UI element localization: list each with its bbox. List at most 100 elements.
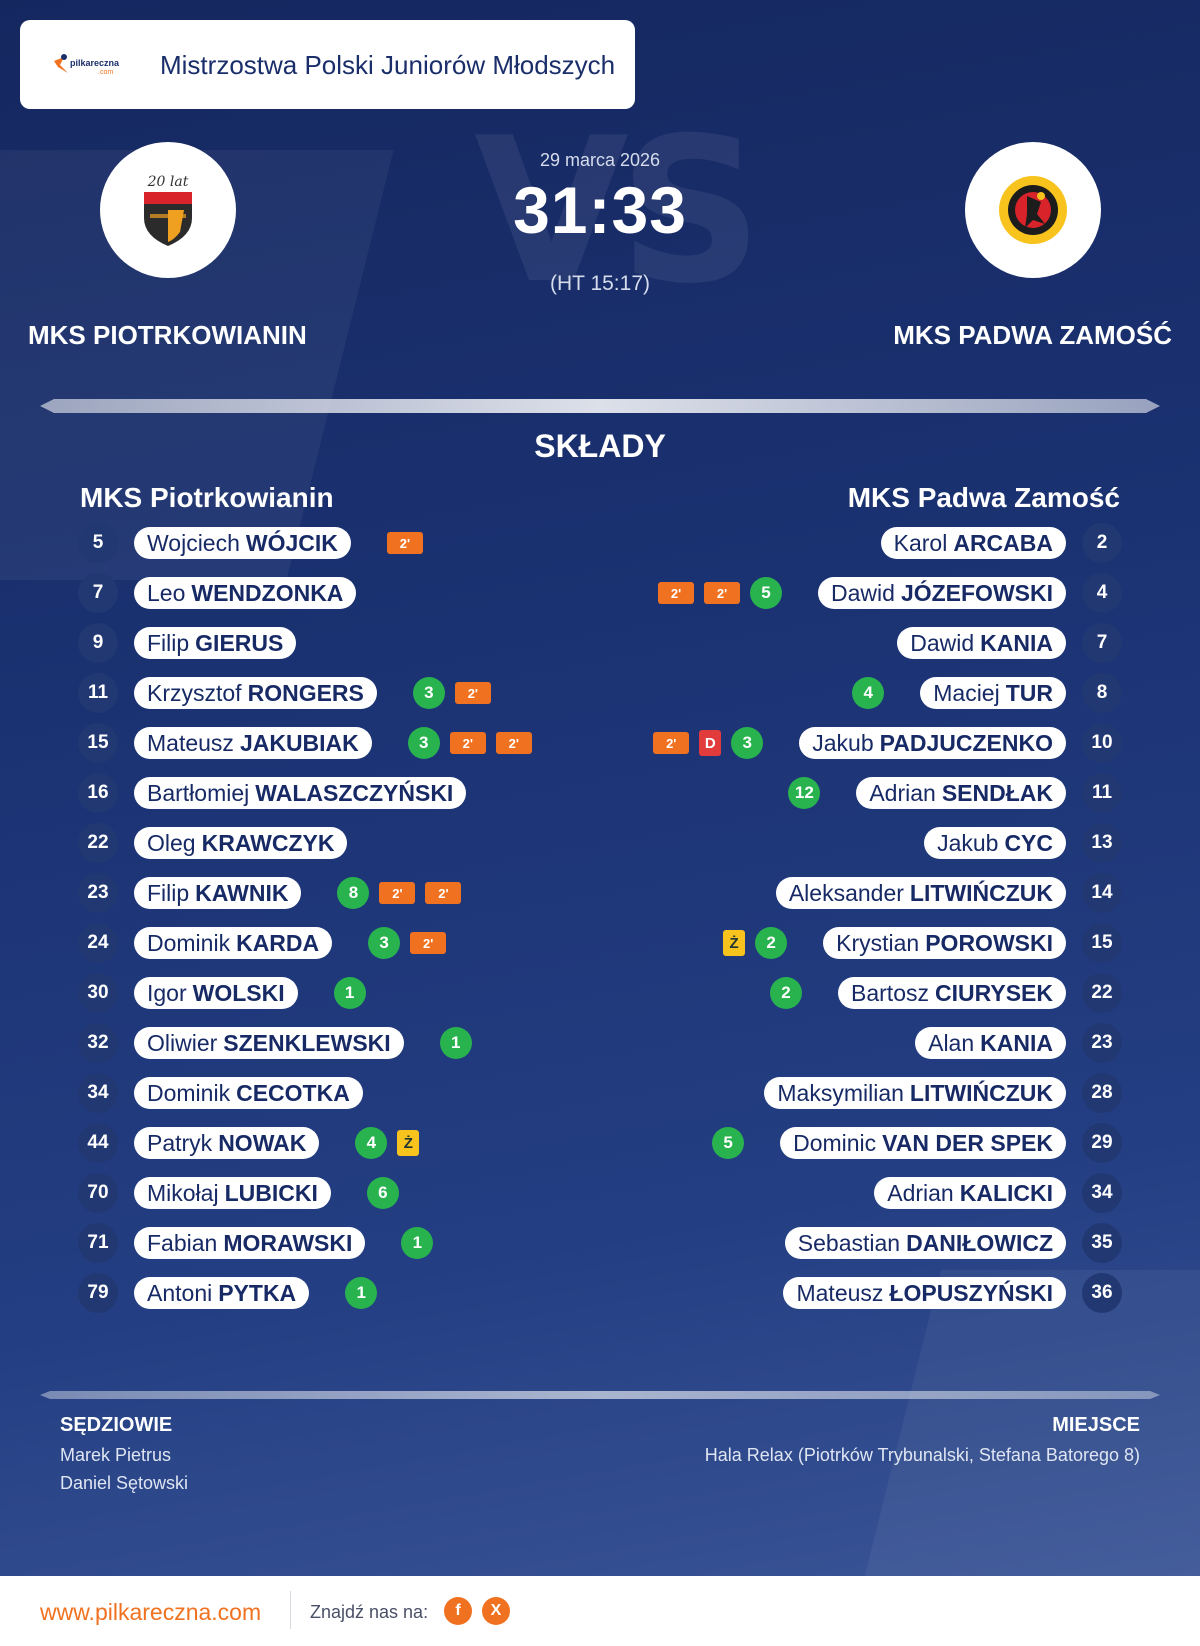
player-first-name: Alan xyxy=(928,1029,975,1056)
suspension-badge: 2' xyxy=(658,582,695,604)
player-number: 10 xyxy=(1082,723,1122,763)
website-link[interactable]: www.pilkareczna.com xyxy=(40,1599,262,1625)
player-number: 16 xyxy=(78,773,118,813)
player-first-name: Krystian xyxy=(836,929,920,956)
yellow-card-badge: Ż xyxy=(397,1130,420,1156)
player-number: 22 xyxy=(78,823,118,863)
competition-title: Mistrzostwa Polski Juniorów Młodszych xyxy=(160,50,616,80)
player-number: 30 xyxy=(78,973,118,1013)
player-first-name: Maksymilian xyxy=(777,1079,904,1106)
player-name[interactable]: Krystian POROWSKI xyxy=(823,927,1066,959)
player-name[interactable]: Mateusz ŁOPUSZYŃSKI xyxy=(783,1277,1066,1309)
player-row: 36 Mateusz ŁOPUSZYŃSKI xyxy=(757,1273,1122,1313)
player-name[interactable]: Jakub PADJUCZENKO xyxy=(799,727,1066,759)
player-first-name: Patryk xyxy=(147,1129,213,1156)
goals-badge: 1 xyxy=(345,1277,378,1309)
venue-text: Hala Relax (Piotrków Trybunalski, Stefan… xyxy=(704,1445,1140,1465)
player-name[interactable]: Igor WOLSKI xyxy=(134,977,298,1009)
player-number: 15 xyxy=(78,723,118,763)
player-number: 71 xyxy=(78,1223,118,1263)
suspension-badge: 2' xyxy=(386,532,423,554)
player-name[interactable]: Adrian KALICKI xyxy=(874,1177,1066,1209)
player-name[interactable]: Karol ARCABA xyxy=(880,527,1066,559)
home-team-logo: 20 lat xyxy=(100,142,236,278)
match-score: 31:33 xyxy=(513,173,687,247)
player-number: 15 xyxy=(1082,923,1122,963)
player-row: 15 Krystian POROWSKI 2 Ż xyxy=(723,923,1122,963)
player-first-name: Adrian xyxy=(887,1179,954,1206)
home-squad-title: MKS Piotrkowianin xyxy=(80,482,334,513)
disqualification-badge: D xyxy=(699,730,722,756)
player-last-name: KAWNIK xyxy=(195,879,289,906)
player-row: 9 Filip GIERUS xyxy=(78,623,322,663)
player-row: 7 Leo WENDZONKA xyxy=(78,573,382,613)
player-name[interactable]: Oliwier SZENKLEWSKI xyxy=(134,1027,404,1059)
player-row: 2 Karol ARCABA xyxy=(855,523,1122,563)
player-first-name: Maciej xyxy=(933,679,1000,706)
player-name[interactable]: Maksymilian LITWIŃCZUK xyxy=(764,1077,1066,1109)
player-last-name: WÓJCIK xyxy=(245,529,338,556)
player-name[interactable]: Filip KAWNIK xyxy=(134,877,302,909)
player-name[interactable]: Filip GIERUS xyxy=(134,627,297,659)
player-name[interactable]: Jakub CYC xyxy=(924,827,1066,859)
player-first-name: Aleksander xyxy=(788,879,904,906)
player-row: 30 Igor WOLSKI 1 xyxy=(78,973,366,1013)
player-name[interactable]: Dominik CECOTKA xyxy=(134,1077,363,1109)
pilkareczna-logo-icon[interactable]: pilkareczna .com xyxy=(50,51,144,77)
vs-watermark: VS xyxy=(474,95,763,328)
player-row: 71 Fabian MORAWSKI 1 xyxy=(78,1223,434,1263)
suspension-badge: 2' xyxy=(379,882,416,904)
player-name[interactable]: Fabian MORAWSKI xyxy=(134,1227,366,1259)
player-first-name: Sebastian xyxy=(797,1229,901,1256)
player-name[interactable]: Antoni PYTKA xyxy=(134,1277,310,1309)
player-name[interactable]: Oleg KRAWCZYK xyxy=(134,827,348,859)
facebook-icon[interactable]: f xyxy=(444,1597,472,1625)
player-first-name: Antoni xyxy=(147,1279,213,1306)
player-first-name: Mateusz xyxy=(796,1279,884,1306)
player-number: 34 xyxy=(1082,1173,1122,1213)
official-name: Daniel Sętowski xyxy=(60,1473,189,1493)
player-first-name: Fabian xyxy=(147,1229,218,1256)
player-name[interactable]: Dawid JÓZEFOWSKI xyxy=(818,577,1066,609)
player-first-name: Jakub xyxy=(937,829,999,856)
player-number: 70 xyxy=(78,1173,118,1213)
match-date: 29 marca 2026 xyxy=(539,150,661,170)
goals-badge: 4 xyxy=(355,1127,388,1159)
player-number: 32 xyxy=(78,1023,118,1063)
player-first-name: Oleg xyxy=(147,829,196,856)
suspension-badge: 2' xyxy=(425,882,462,904)
player-number: 11 xyxy=(78,673,118,713)
player-name[interactable]: Wojciech WÓJCIK xyxy=(134,527,351,559)
player-number: 7 xyxy=(1082,623,1122,663)
player-name[interactable]: Mikołaj LUBICKI xyxy=(134,1177,331,1209)
player-name[interactable]: Dominic VAN DER SPEK xyxy=(780,1127,1066,1159)
player-name[interactable]: Krzysztof RONGERS xyxy=(134,677,377,709)
player-last-name: GIERUS xyxy=(195,629,284,656)
player-number: 36 xyxy=(1082,1273,1122,1313)
player-first-name: Dawid xyxy=(910,629,975,656)
player-last-name: CYC xyxy=(1004,829,1053,856)
player-name[interactable]: Bartłomiej WALASZCZYŃSKI xyxy=(134,777,467,809)
player-row: 15 Mateusz JAKUBIAK 3 2' 2' xyxy=(78,723,532,763)
player-name[interactable]: Alan KANIA xyxy=(915,1027,1066,1059)
player-first-name: Oliwier xyxy=(147,1029,218,1056)
player-name[interactable]: Mateusz JAKUBIAK xyxy=(134,727,372,759)
goals-badge: 1 xyxy=(401,1227,434,1259)
player-name[interactable]: Maciej TUR xyxy=(920,677,1066,709)
player-name[interactable]: Patryk NOWAK xyxy=(134,1127,320,1159)
player-row: 11 Adrian SENDŁAK 12 xyxy=(788,773,1122,813)
player-name[interactable]: Aleksander LITWIŃCZUK xyxy=(775,877,1066,909)
player-row: 22 Oleg KRAWCZYK xyxy=(78,823,373,863)
x-icon[interactable]: X xyxy=(482,1597,510,1625)
player-name[interactable]: Leo WENDZONKA xyxy=(134,577,357,609)
player-row: 13 Jakub CYC xyxy=(898,823,1122,863)
player-number: 34 xyxy=(78,1073,118,1113)
player-name[interactable]: Dawid KANIA xyxy=(897,627,1066,659)
player-name[interactable]: Bartosz CIURYSEK xyxy=(838,977,1066,1009)
player-last-name: LITWIŃCZUK xyxy=(909,1079,1053,1106)
player-name[interactable]: Adrian SENDŁAK xyxy=(856,777,1066,809)
player-name[interactable]: Sebastian DANIŁOWICZ xyxy=(784,1227,1066,1259)
player-name[interactable]: Dominik KARDA xyxy=(134,927,333,959)
player-first-name: Dominik xyxy=(147,1079,231,1106)
yellow-card-badge: Ż xyxy=(723,930,746,956)
